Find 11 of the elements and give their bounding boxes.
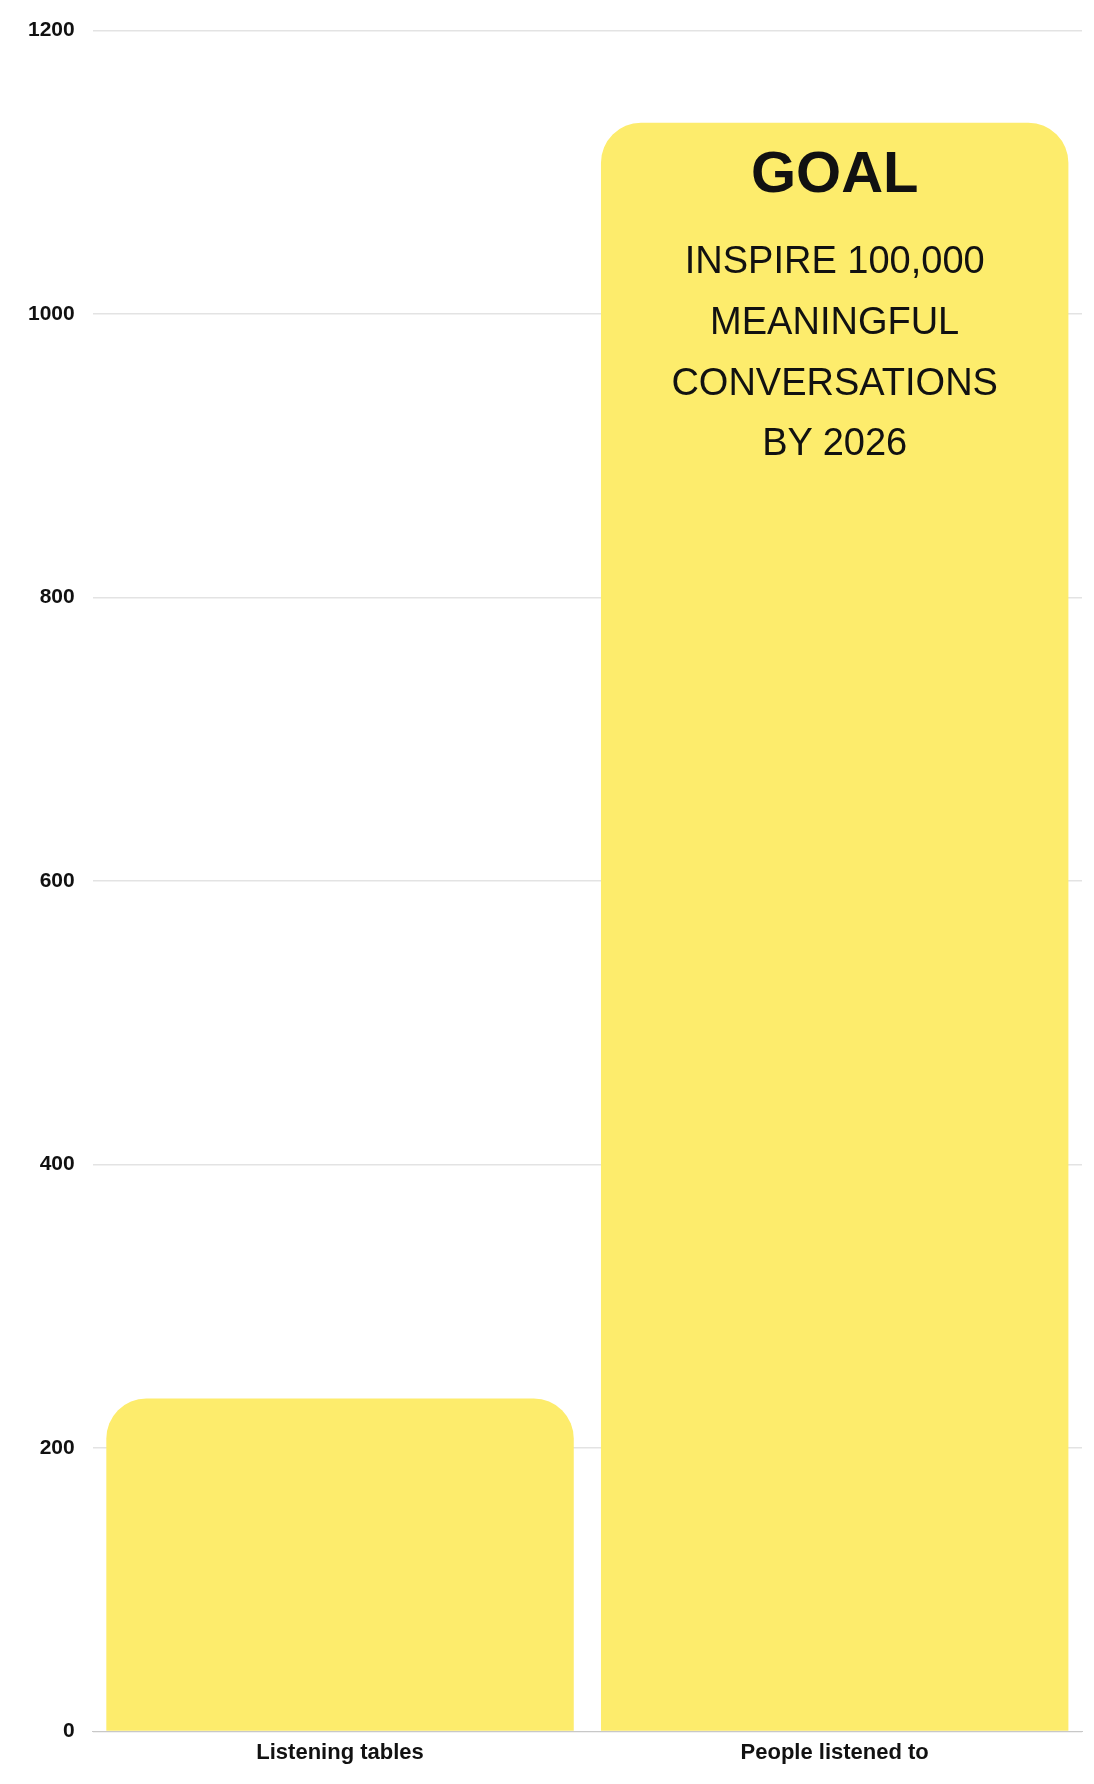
y-tick-label: 400 <box>39 1151 75 1175</box>
y-tick-label: 600 <box>39 867 75 891</box>
y-tick-label: 0 <box>63 1718 75 1742</box>
y-tick-label: 800 <box>39 584 75 608</box>
x-tick-label: Listening tables <box>256 1738 424 1764</box>
y-tick-label: 1000 <box>28 300 75 324</box>
annotation: INSPIRE 100,000 MEANINGFUL CONVERSATIONS BY 2026 <box>671 239 998 464</box>
y-tick-label: 1200 <box>28 17 75 41</box>
annotation: GOAL <box>750 138 919 204</box>
x-tick-label: People listened to <box>740 1738 929 1764</box>
y-tick-label: 200 <box>39 1434 75 1458</box>
